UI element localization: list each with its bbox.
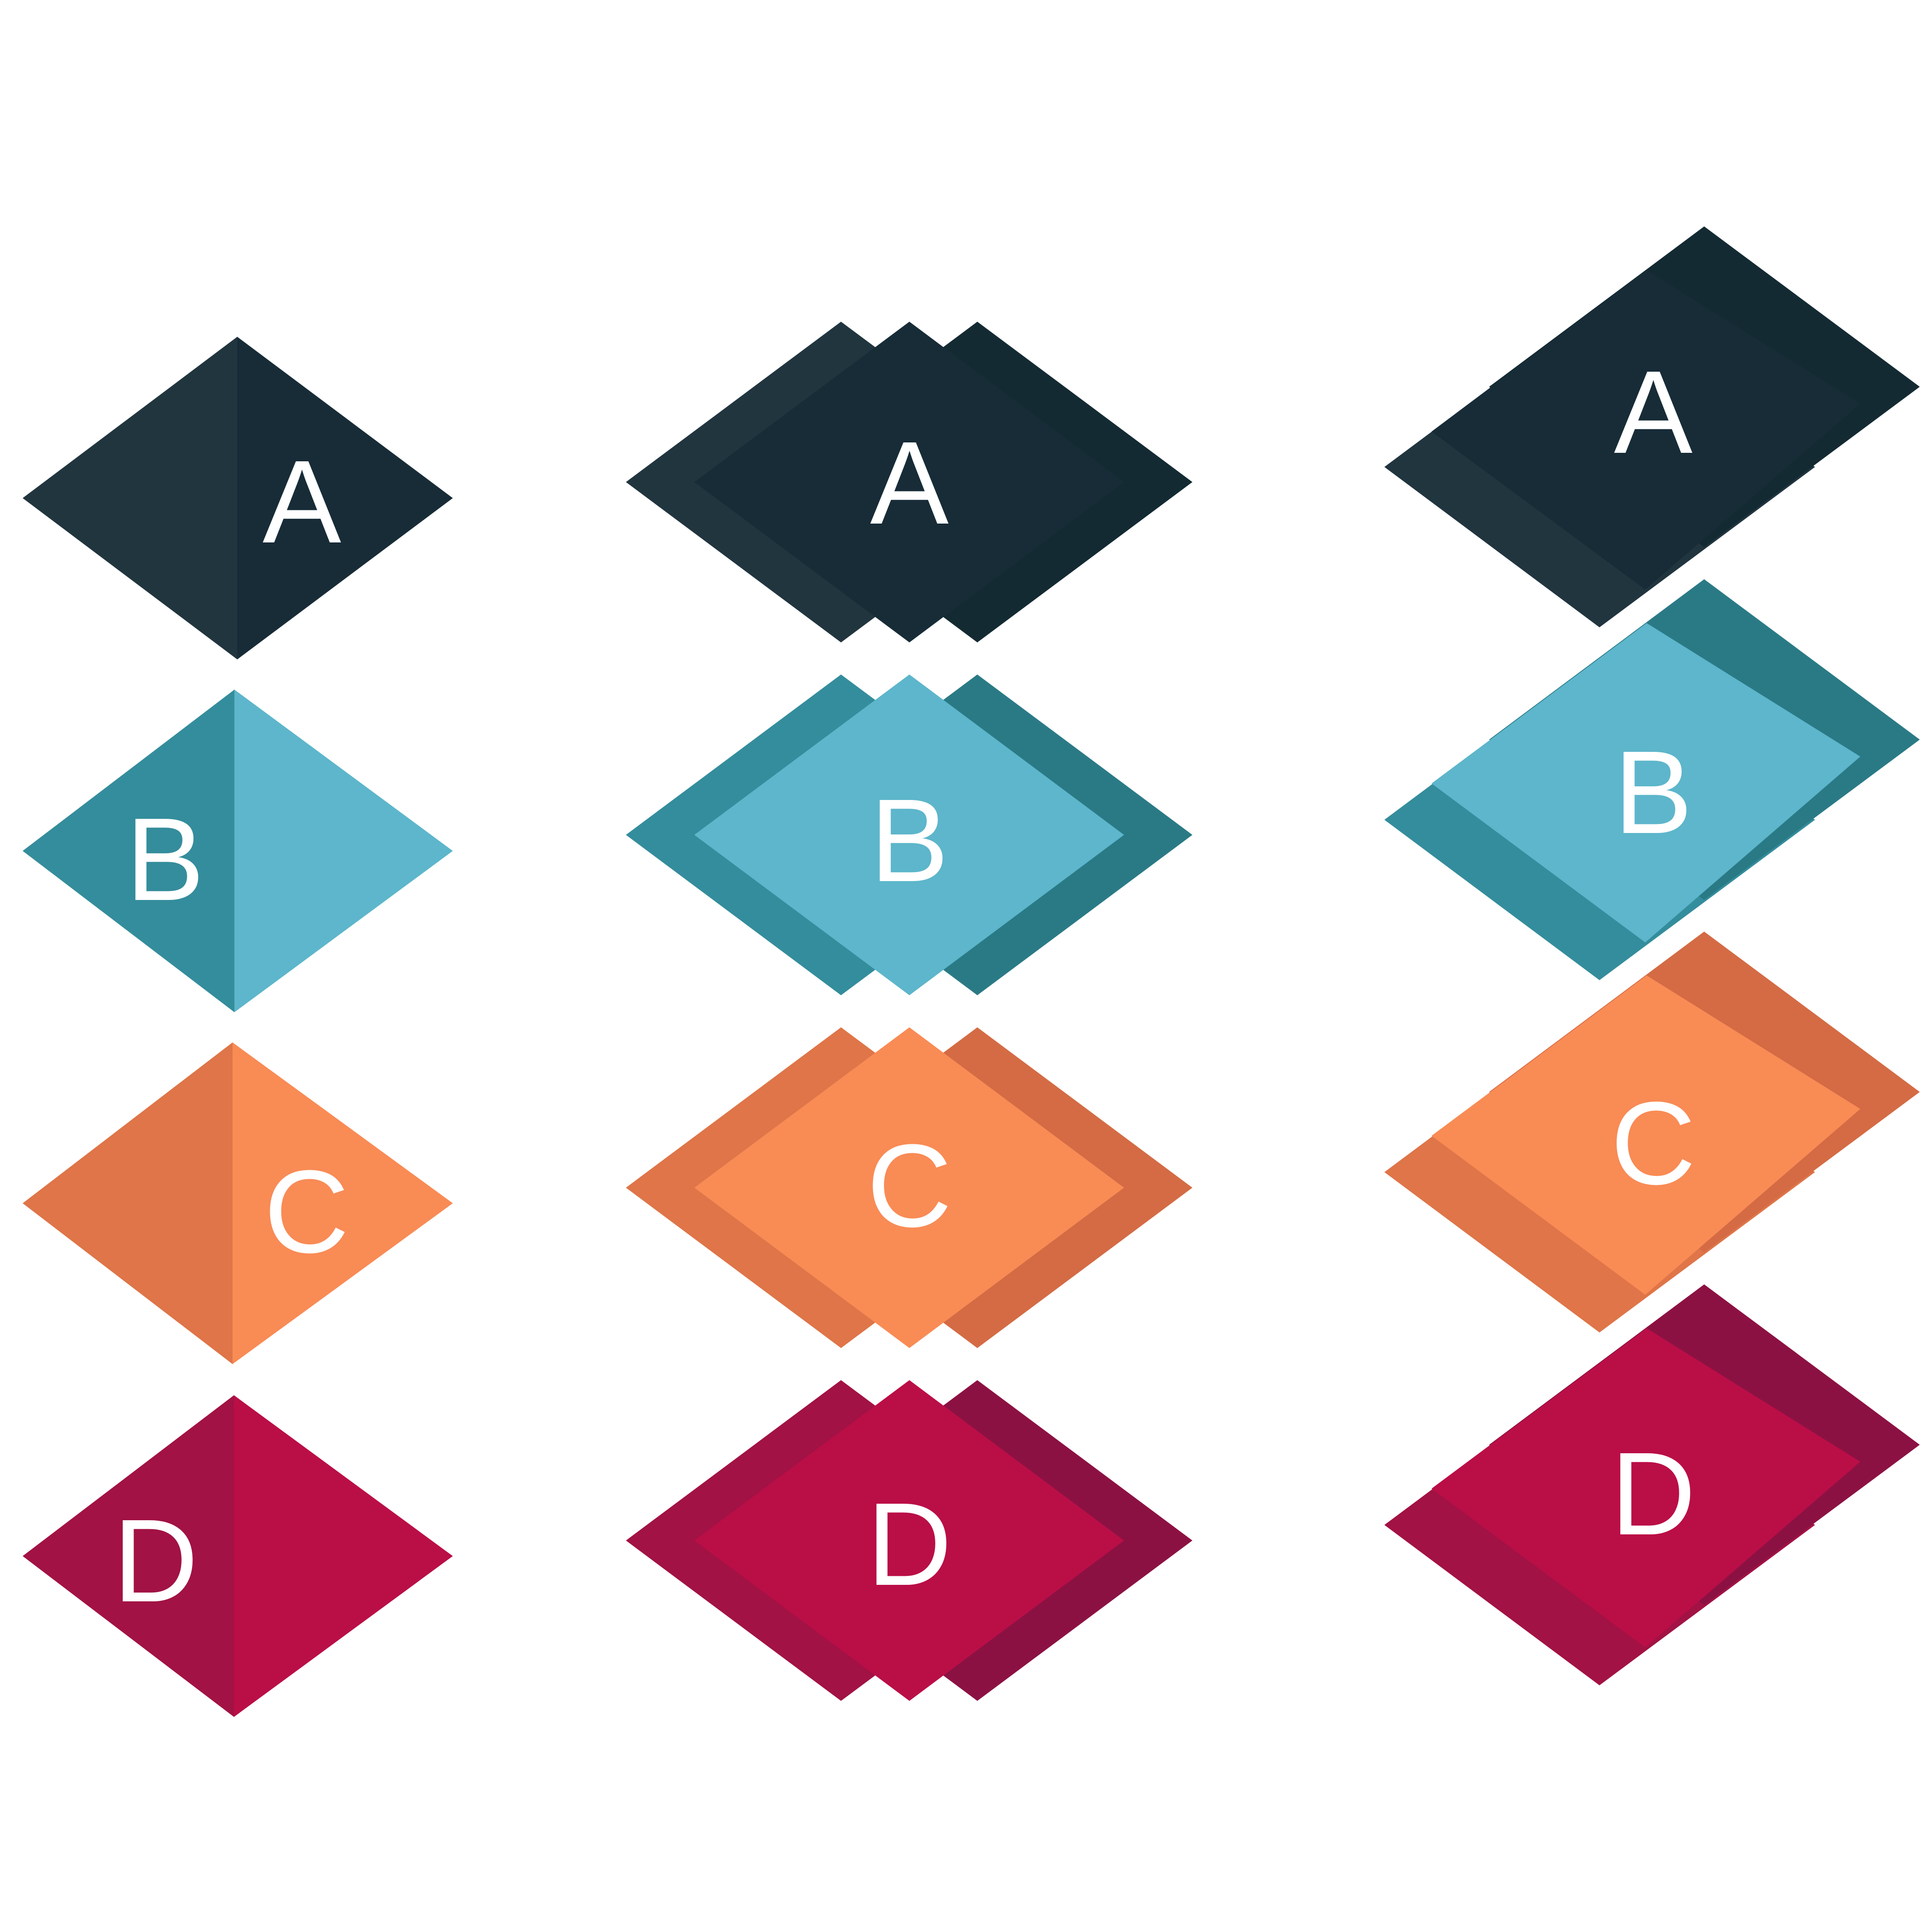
diamond-left-half [23, 337, 237, 659]
column-layered: A B C D [626, 322, 1192, 1701]
diamond-label: B [870, 774, 949, 906]
diamond-label: D [867, 1478, 952, 1610]
front-diamond [694, 322, 1124, 642]
front-diamond [694, 1380, 1124, 1701]
diamond-right-half [237, 337, 453, 659]
diamond-label: C [867, 1120, 952, 1251]
diamond-right-half [234, 690, 453, 1012]
layered-diamond-d: D [626, 1380, 1192, 1701]
offset-diamond-c: C [1384, 932, 1920, 1332]
diamond-label: A [870, 417, 949, 549]
front-diamond [694, 675, 1124, 995]
front-diamond [1432, 975, 1860, 1295]
layered-diamond-b: B [626, 675, 1192, 995]
layered-diamond-a: A [626, 322, 1192, 642]
diamond-label: D [1611, 1428, 1696, 1559]
diamond-label: A [1614, 346, 1693, 478]
offset-diamond-a: A [1384, 226, 1920, 627]
front-diamond [1432, 623, 1860, 942]
front-diamond [694, 1027, 1124, 1348]
diamond-left-half [23, 690, 234, 1012]
diamond-label: B [126, 793, 205, 925]
front-diamond [1432, 1328, 1860, 1648]
column-offset: A B C D [1384, 226, 1920, 1685]
diamond-left-half [23, 1395, 234, 1717]
column-split: A B C D [23, 337, 453, 1717]
offset-diamond-b: B [1384, 579, 1920, 980]
diamond-label: C [264, 1146, 350, 1277]
diamond-label: C [1611, 1077, 1696, 1209]
split-diamond-b: B [23, 690, 453, 1012]
diamond-right-half [234, 1395, 453, 1717]
split-diamond-c: C [23, 1042, 453, 1364]
diamond-right-half [233, 1042, 453, 1364]
split-diamond-a: A [23, 337, 453, 659]
diamond-label: A [263, 436, 341, 567]
diamond-left-half [23, 1042, 233, 1364]
split-diamond-d: D [23, 1395, 453, 1717]
layered-diamond-c: C [626, 1027, 1192, 1348]
diamond-label: D [113, 1495, 199, 1626]
offset-diamond-d: D [1384, 1284, 1920, 1685]
diamond-label: B [1614, 726, 1693, 858]
front-diamond [1432, 270, 1860, 590]
